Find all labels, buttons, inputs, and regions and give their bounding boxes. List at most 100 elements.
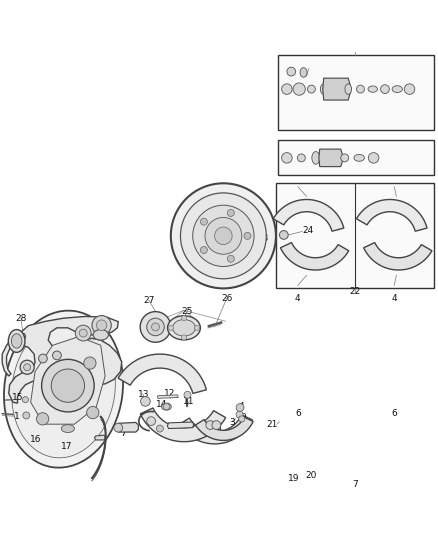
Circle shape (282, 84, 292, 94)
Circle shape (24, 364, 31, 371)
Circle shape (341, 154, 349, 162)
Circle shape (215, 227, 232, 245)
Polygon shape (158, 395, 178, 398)
Circle shape (140, 312, 171, 342)
Text: 15: 15 (12, 393, 24, 402)
Polygon shape (323, 78, 351, 100)
Text: 25: 25 (182, 306, 193, 316)
Text: 22: 22 (349, 287, 360, 296)
Text: 7: 7 (352, 480, 358, 489)
Ellipse shape (4, 311, 123, 467)
Text: 3: 3 (229, 418, 235, 427)
Polygon shape (31, 336, 105, 424)
Circle shape (96, 320, 107, 330)
Polygon shape (195, 417, 253, 440)
Ellipse shape (312, 151, 320, 164)
Text: 24: 24 (302, 226, 314, 235)
Polygon shape (116, 423, 138, 432)
Text: 29: 29 (15, 333, 27, 342)
Ellipse shape (368, 86, 378, 92)
Circle shape (114, 423, 123, 432)
Polygon shape (273, 199, 344, 231)
Text: 4: 4 (238, 402, 244, 411)
Polygon shape (364, 243, 432, 270)
Circle shape (201, 246, 208, 254)
Ellipse shape (167, 316, 200, 340)
Circle shape (357, 85, 364, 93)
Circle shape (53, 351, 61, 360)
Circle shape (193, 205, 254, 266)
Ellipse shape (354, 155, 364, 161)
Text: 27: 27 (143, 296, 155, 305)
Circle shape (163, 403, 170, 410)
Circle shape (22, 397, 28, 403)
Circle shape (205, 217, 242, 254)
Circle shape (184, 391, 191, 398)
Circle shape (236, 411, 243, 418)
Circle shape (368, 152, 379, 163)
Text: 8: 8 (168, 429, 174, 438)
Polygon shape (319, 149, 343, 167)
Circle shape (212, 421, 221, 430)
Circle shape (239, 416, 245, 422)
Text: 18: 18 (148, 419, 160, 428)
Circle shape (180, 193, 266, 279)
Circle shape (147, 417, 155, 425)
Polygon shape (118, 354, 206, 393)
Polygon shape (2, 317, 122, 403)
Circle shape (87, 407, 99, 419)
Text: 21: 21 (267, 419, 278, 429)
Bar (276, 183, 434, 288)
Text: 16: 16 (30, 435, 42, 444)
Circle shape (297, 154, 305, 162)
Circle shape (51, 369, 85, 402)
Circle shape (244, 232, 251, 239)
Ellipse shape (173, 319, 195, 336)
Circle shape (181, 316, 187, 321)
Circle shape (282, 152, 292, 163)
Circle shape (307, 85, 315, 93)
Ellipse shape (345, 84, 352, 94)
Circle shape (152, 323, 159, 331)
Circle shape (293, 83, 305, 95)
Ellipse shape (93, 329, 109, 340)
Polygon shape (95, 435, 105, 440)
Text: 28: 28 (15, 314, 27, 322)
Circle shape (168, 325, 173, 330)
Circle shape (75, 325, 91, 341)
Circle shape (227, 209, 234, 216)
Ellipse shape (392, 86, 403, 93)
Circle shape (236, 403, 244, 411)
Circle shape (23, 412, 30, 419)
Circle shape (42, 359, 94, 412)
Circle shape (201, 218, 208, 225)
Polygon shape (357, 199, 427, 231)
Circle shape (84, 357, 96, 369)
Text: 26: 26 (221, 294, 233, 303)
Text: 13: 13 (138, 390, 149, 399)
Circle shape (79, 329, 87, 337)
Text: 12: 12 (164, 389, 176, 398)
Text: 17: 17 (61, 442, 72, 451)
Circle shape (227, 255, 234, 262)
Circle shape (141, 397, 150, 406)
Circle shape (92, 316, 111, 335)
Text: 10: 10 (211, 425, 223, 434)
Polygon shape (179, 415, 252, 444)
Circle shape (36, 413, 49, 425)
Text: 2: 2 (203, 427, 208, 437)
Text: 7: 7 (120, 429, 127, 438)
Polygon shape (140, 408, 226, 442)
Ellipse shape (12, 320, 115, 458)
Circle shape (404, 84, 415, 94)
Ellipse shape (11, 334, 22, 348)
Text: 19: 19 (288, 474, 299, 483)
Circle shape (381, 85, 389, 93)
Text: 6: 6 (295, 409, 301, 418)
Text: 14: 14 (156, 400, 168, 409)
Circle shape (194, 325, 200, 330)
Ellipse shape (61, 425, 74, 432)
Text: 30: 30 (94, 332, 106, 341)
Circle shape (147, 318, 164, 336)
Text: 11: 11 (183, 397, 194, 406)
